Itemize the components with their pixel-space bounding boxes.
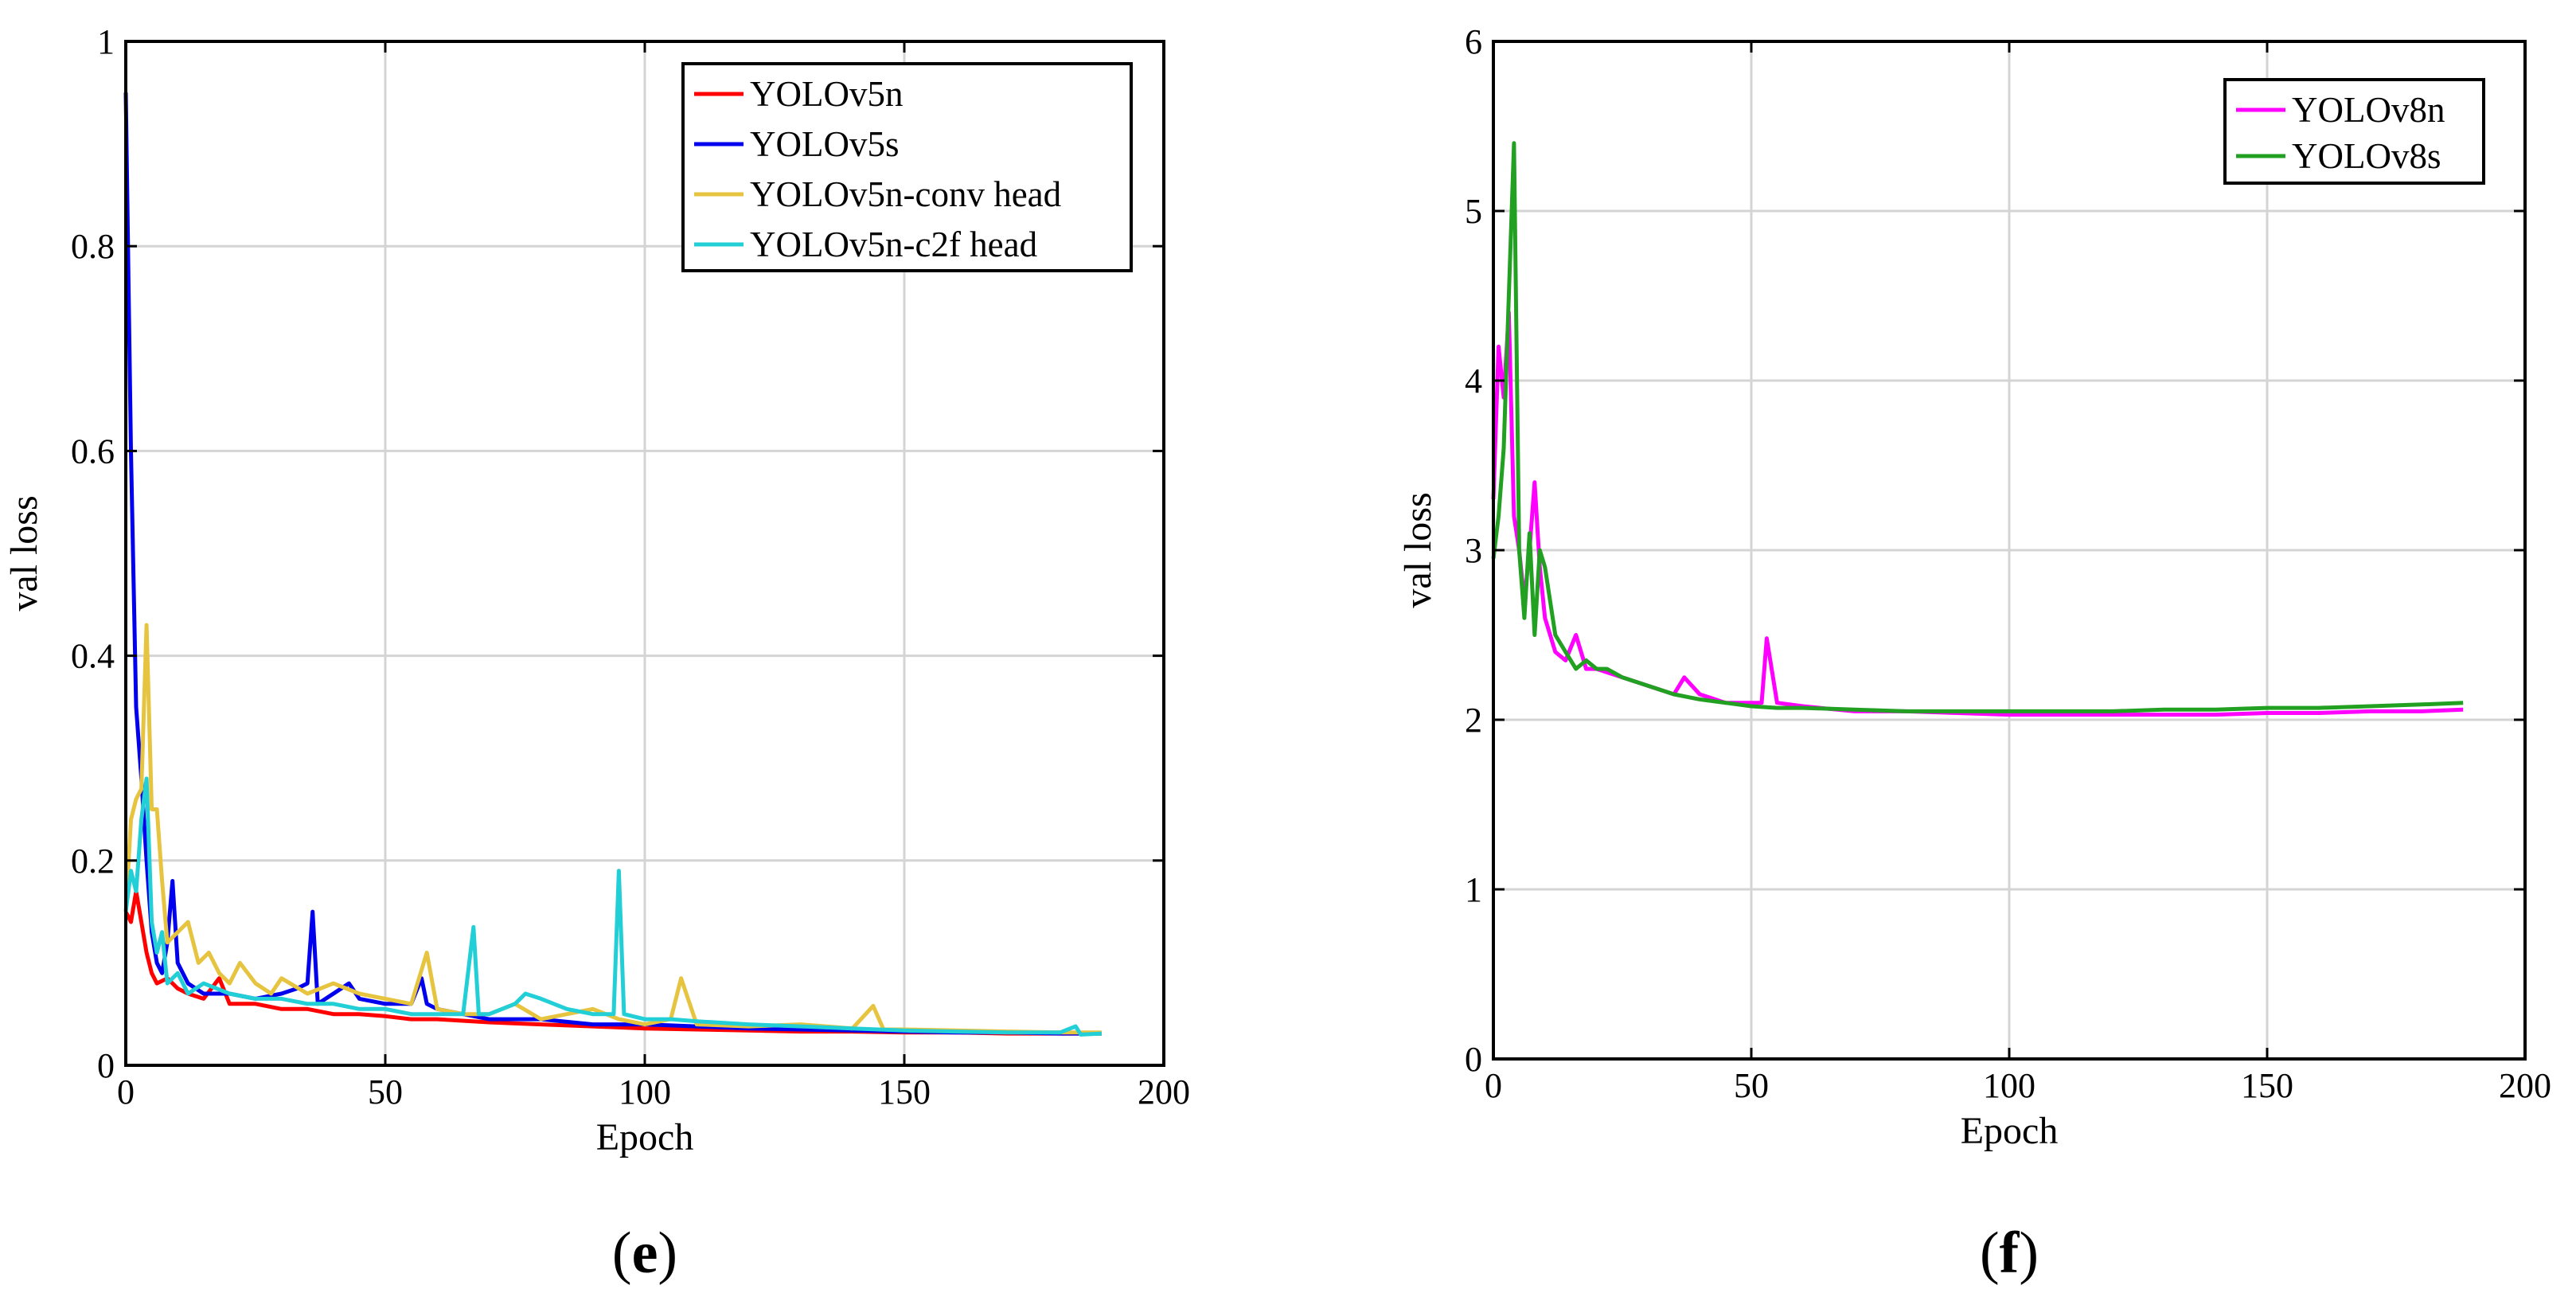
y-tick-label: 2 <box>1465 701 1482 740</box>
legend-label: YOLOv5s <box>750 124 900 164</box>
panel-label: (f) <box>1980 1221 2039 1286</box>
x-tick-label: 50 <box>1734 1066 1769 1105</box>
y-axis-label: val loss <box>3 495 45 611</box>
x-tick-label: 150 <box>878 1072 931 1111</box>
x-tick-label: 100 <box>619 1072 671 1111</box>
legend: YOLOv5n YOLOv5s YOLOv5n-conv head YOLOv5n-c… <box>681 62 1133 272</box>
legend-box <box>681 62 1133 272</box>
y-tick-label: 0.2 <box>71 842 115 881</box>
y-tick-label: 1 <box>1465 870 1482 909</box>
x-tick-label: 200 <box>1138 1072 1190 1111</box>
y-tick-label: 0.6 <box>71 432 115 471</box>
y-tick-label: 3 <box>1465 531 1482 570</box>
y-tick-label: 6 <box>1465 22 1482 61</box>
panel-label-letter: f <box>2000 1221 2020 1286</box>
series-line-yolov8s <box>1491 141 2464 713</box>
x-tick-label: 0 <box>1485 1066 1502 1105</box>
legend-label: YOLOv5n <box>750 74 903 114</box>
y-tick-label: 0 <box>97 1046 115 1085</box>
y-axis-label: val loss <box>1397 492 1439 607</box>
y-tick-label: 1 <box>97 22 115 61</box>
y-tick-label: 0 <box>1465 1040 1482 1079</box>
panel-label: (e) <box>612 1221 677 1286</box>
y-tick-label: 0.8 <box>71 227 115 266</box>
panel-label-letter: e <box>632 1221 658 1286</box>
x-axis-label: Epoch <box>596 1116 694 1158</box>
x-tick-label: 100 <box>1983 1066 2035 1105</box>
legend-label: YOLOv8n <box>2292 90 2445 130</box>
legend-label: YOLOv8s <box>2292 136 2441 176</box>
y-tick-label: 0.4 <box>71 637 115 676</box>
y-tick-label: 4 <box>1465 361 1482 400</box>
legend-label: YOLOv5n-conv head <box>750 174 1061 214</box>
x-tick-label: 0 <box>117 1072 135 1111</box>
x-tick-label: 150 <box>2241 1066 2293 1105</box>
chart-panel-e: 0 50 100 150 200 0 0.2 0.4 0.6 0.8 1 Epoch val loss Y… <box>3 22 1190 1286</box>
x-axis-label: Epoch <box>1961 1110 2059 1152</box>
y-tick-label: 5 <box>1465 192 1482 231</box>
series-line-yolov5n-c2f-head <box>123 776 1102 1037</box>
legend: YOLOv8n YOLOv8s <box>2223 78 2485 185</box>
legend-box <box>2223 78 2485 185</box>
x-tick-label: 50 <box>368 1072 403 1111</box>
x-tick-label: 200 <box>2499 1066 2551 1105</box>
legend-label: YOLOv5n-c2f head <box>750 225 1037 264</box>
